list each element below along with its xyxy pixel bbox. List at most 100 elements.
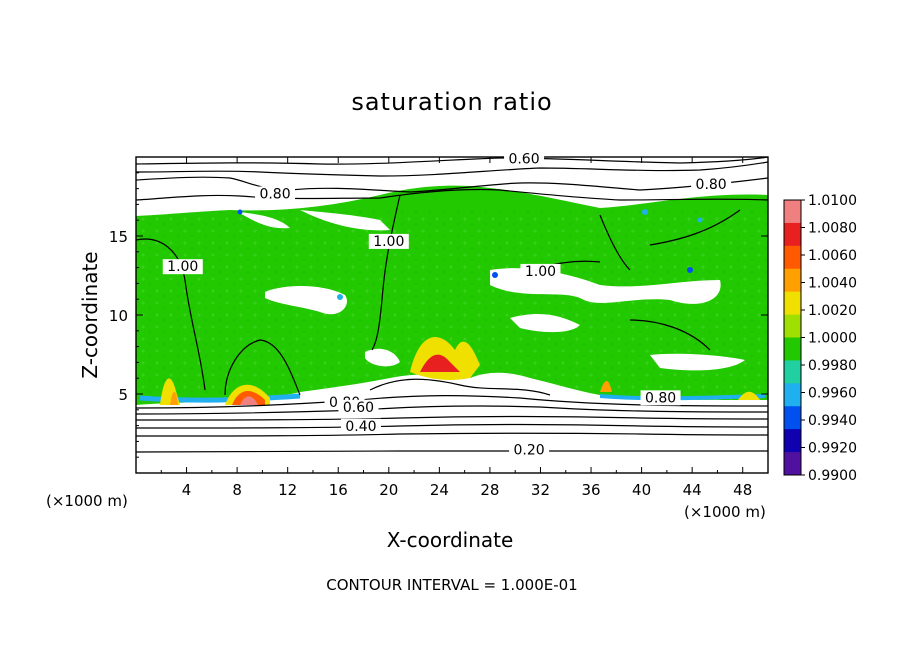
- contour-label: 0.20: [514, 442, 545, 458]
- y-unit-label: (×1000 m): [46, 492, 128, 510]
- colorbar-tick-label: 0.9980: [808, 358, 857, 374]
- colorbar-swatch: [784, 406, 801, 430]
- cloud-gap-5: [365, 348, 400, 367]
- colorbar-tick-label: 1.0020: [808, 303, 857, 319]
- contour-interval-note: CONTOUR INTERVAL = 1.000E-01: [326, 576, 578, 594]
- y-tick-label: 15: [109, 228, 128, 246]
- contour-label: 0.80: [645, 390, 676, 406]
- contour-label-bg: [162, 259, 203, 275]
- upper-gap-2: [238, 212, 290, 229]
- colorbar-swatch: [784, 429, 801, 453]
- contour-label: 1.00: [373, 234, 404, 250]
- colorbar-tick-label: 0.9920: [808, 441, 857, 457]
- base-fringe-left: [139, 393, 301, 403]
- saturation-field: [136, 157, 768, 473]
- contour-1.00-b: [599, 214, 631, 271]
- colorbar-swatch: [784, 314, 801, 338]
- x-tick-label: 24: [430, 481, 449, 499]
- contour-0.80-top: [135, 176, 769, 193]
- colorbar-tick-label: 0.9960: [808, 386, 857, 402]
- y-tick-group: 5 10 15: [109, 172, 768, 458]
- x-tick-label: 12: [278, 481, 297, 499]
- x-tick-label: 20: [379, 481, 398, 499]
- contour-0.50-base: [135, 415, 769, 421]
- speck-2: [492, 272, 498, 278]
- x-tick-label: 8: [232, 481, 242, 499]
- contour-label: 0.80: [259, 187, 290, 203]
- colorbar-swatch: [784, 291, 801, 316]
- x-tick-label: 4: [182, 481, 192, 499]
- contour-cloud-mix: [369, 378, 551, 396]
- x-tick-group: 4 8 12 16 20 24 28 32 36 40 44 48: [160, 157, 752, 499]
- colorbar-tick-label: 0.9900: [808, 468, 857, 484]
- y-tick-label: 10: [109, 307, 128, 325]
- upper-gap-1: [300, 210, 390, 231]
- cloud-gap-3: [510, 314, 580, 333]
- contour-0.70-top: [135, 161, 769, 177]
- colorbar-swatch: [784, 337, 801, 361]
- contour-label: 1.00: [167, 259, 198, 275]
- colorbar-tick-label: 1.0000: [808, 331, 857, 347]
- cloud-gap-4: [650, 353, 745, 371]
- contour-label: 0.60: [508, 152, 539, 168]
- colorbar-tick-label: 1.0040: [808, 276, 857, 292]
- contour-label-bg: [368, 233, 409, 249]
- x-axis-title: X-coordinate: [386, 528, 514, 552]
- plume-4: [600, 381, 612, 392]
- plume-2-peak: [240, 396, 258, 405]
- contour-label-group: 0.600.800.801.001.001.000.800.600.400.80…: [162, 151, 732, 458]
- contour-label: 0.80: [696, 177, 727, 193]
- contour-1.00-f: [649, 209, 741, 246]
- colorbar-swatch: [784, 360, 801, 384]
- contour-0.60-base: [135, 405, 769, 415]
- x-tick-label: 40: [632, 481, 651, 499]
- plume-3-core: [420, 354, 460, 372]
- speck-5: [237, 209, 243, 215]
- contour-label: 0.40: [345, 419, 376, 435]
- colorbar-swatch: [784, 245, 801, 270]
- x-tick-label: 28: [480, 481, 499, 499]
- speck-3: [687, 267, 693, 273]
- colorbar-tick-label: 1.0100: [808, 193, 857, 209]
- x-unit-label: (×1000 m): [684, 503, 766, 521]
- plume-5: [738, 391, 760, 400]
- contour-label-bg: [340, 418, 381, 434]
- contour-1.00-c: [135, 238, 206, 391]
- contour-0.30-base: [135, 432, 769, 437]
- contour-1.00-d: [224, 339, 301, 396]
- plume-1-core: [170, 391, 178, 405]
- colorbar-swatch: [784, 222, 801, 247]
- contour-0.40-base: [135, 423, 769, 429]
- contour-label: 0.60: [343, 400, 374, 416]
- contour-label-bg: [640, 390, 681, 406]
- colorbar-swatch: [784, 200, 801, 224]
- colorbar-tick-label: 0.9940: [808, 413, 857, 429]
- contour-label-bg: [691, 177, 732, 193]
- contour-0.90-top: [135, 188, 769, 201]
- x-tick-label: 36: [581, 481, 600, 499]
- contour-label-bg: [509, 442, 550, 458]
- chart-title: saturation ratio: [351, 88, 553, 116]
- contour-label-bg: [338, 399, 379, 415]
- colorbar-swatch: [784, 268, 801, 293]
- colorbar-swatch: [784, 383, 801, 407]
- speck-1: [337, 294, 343, 300]
- y-axis-title: Z-coordinate: [78, 251, 102, 378]
- speck-6: [697, 217, 703, 223]
- colorbar-tick-label: 1.0060: [808, 248, 857, 264]
- speck-4: [642, 209, 648, 215]
- contour-1.00-g: [629, 319, 711, 351]
- contour-0.20-base: [135, 450, 768, 453]
- contour-label: 1.00: [525, 264, 556, 280]
- contour-lines: [135, 156, 769, 453]
- cloud-gap-1: [265, 286, 348, 315]
- contour-label-bg: [520, 263, 561, 279]
- x-tick-label: 32: [531, 481, 550, 499]
- contour-1.00-a: [371, 194, 401, 351]
- y-tick-label: 5: [118, 386, 128, 404]
- contour-label-bg: [504, 151, 545, 167]
- contour-label-bg: [255, 186, 296, 202]
- x-tick-label: 44: [683, 481, 702, 499]
- colorbar-tick-label: 1.0080: [808, 221, 857, 237]
